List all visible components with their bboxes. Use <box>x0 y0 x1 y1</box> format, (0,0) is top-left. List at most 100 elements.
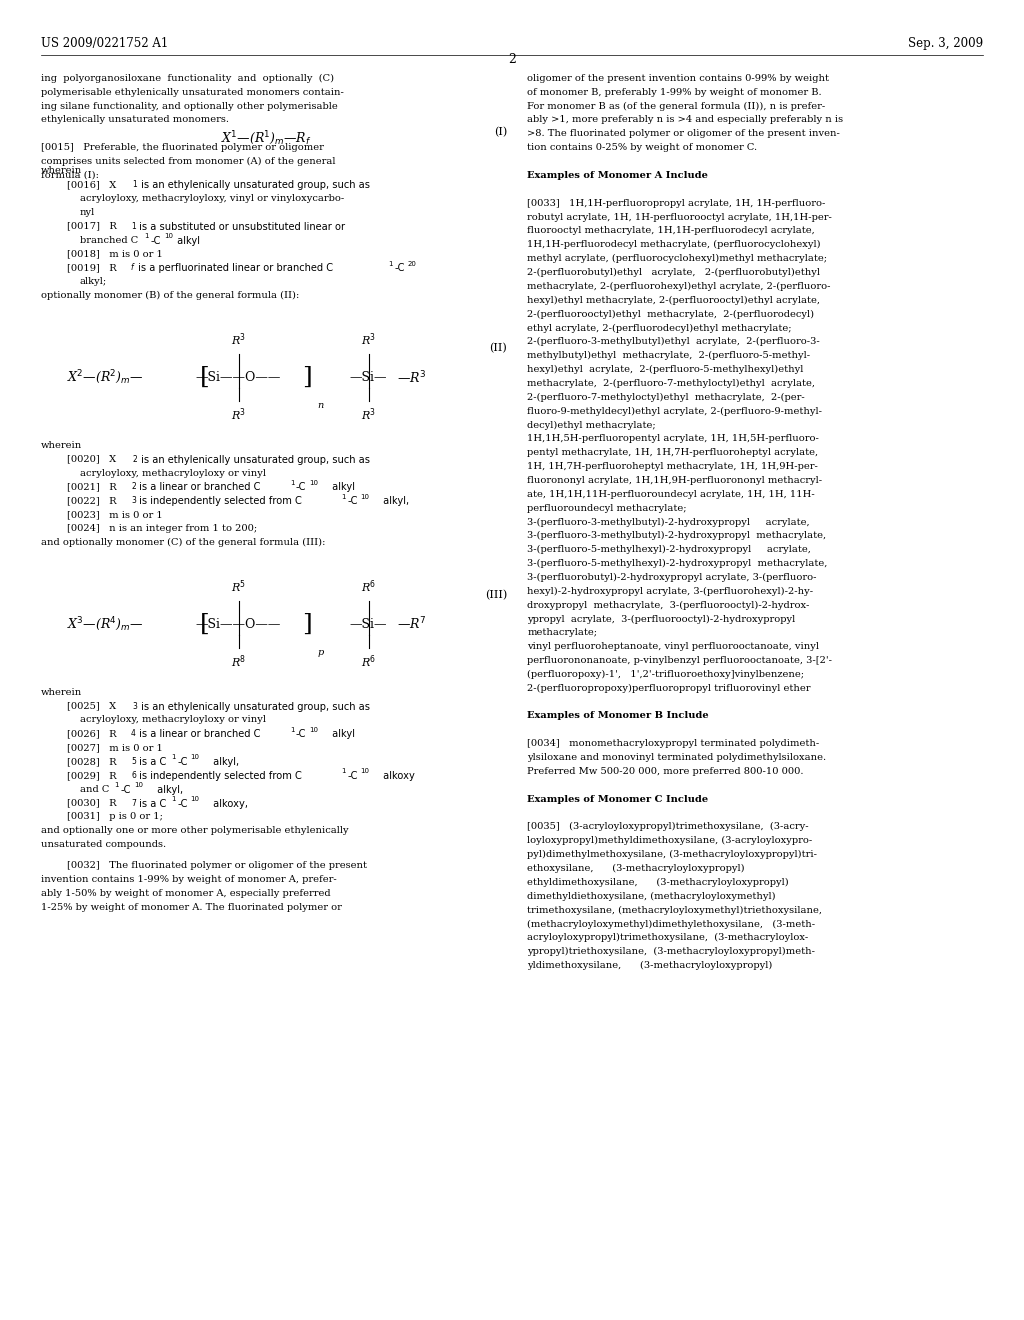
Text: alkyl: alkyl <box>330 482 355 492</box>
Text: robutyl acrylate, 1H, 1H-perfluorooctyl acrylate, 1H,1H-per-: robutyl acrylate, 1H, 1H-perfluorooctyl … <box>527 213 833 222</box>
Text: and optionally monomer (C) of the general formula (III):: and optionally monomer (C) of the genera… <box>41 537 326 546</box>
Text: trimethoxysilane, (methacryloyloxymethyl)triethoxysilane,: trimethoxysilane, (methacryloyloxymethyl… <box>527 906 822 915</box>
Text: R$^6$: R$^6$ <box>361 653 376 671</box>
Text: Examples of Monomer A Include: Examples of Monomer A Include <box>527 172 709 180</box>
Text: wherein: wherein <box>41 688 82 697</box>
Text: decyl)ethyl methacrylate;: decyl)ethyl methacrylate; <box>527 420 656 429</box>
Text: [0029]   R: [0029] R <box>67 771 116 780</box>
Text: is a substituted or unsubstituted linear or: is a substituted or unsubstituted linear… <box>135 222 345 232</box>
Text: [0026]   R: [0026] R <box>67 729 116 738</box>
Text: perfluorononanoate, p-vinylbenzyl perfluorooctanoate, 3-[2'-: perfluorononanoate, p-vinylbenzyl perflu… <box>527 656 833 665</box>
Text: Sep. 3, 2009: Sep. 3, 2009 <box>908 37 983 50</box>
Text: oligomer of the present invention contains 0-99% by weight: oligomer of the present invention contai… <box>527 74 829 83</box>
Text: -C: -C <box>347 496 357 507</box>
Text: 1: 1 <box>133 180 137 189</box>
Text: US 2009/0221752 A1: US 2009/0221752 A1 <box>41 37 168 50</box>
Text: 1H,1H,5H-perfluoropentyl acrylate, 1H, 1H,5H-perfluoro-: 1H,1H,5H-perfluoropentyl acrylate, 1H, 1… <box>527 434 819 444</box>
Text: 2: 2 <box>133 454 137 463</box>
Text: -C: -C <box>151 235 161 246</box>
Text: nyl: nyl <box>80 207 95 216</box>
Text: 10: 10 <box>164 232 173 239</box>
Text: is a C: is a C <box>135 799 166 809</box>
Text: ethoxysilane,      (3-methacryloyloxypropyl): ethoxysilane, (3-methacryloyloxypropyl) <box>527 865 745 873</box>
Text: —Si—: —Si— <box>350 618 387 631</box>
Text: 2-(perfluorooctyl)ethyl  methacrylate,  2-(perfluorodecyl): 2-(perfluorooctyl)ethyl methacrylate, 2-… <box>527 310 814 318</box>
Text: of monomer B, preferably 1-99% by weight of monomer B.: of monomer B, preferably 1-99% by weight… <box>527 87 822 96</box>
Text: 10: 10 <box>309 726 318 733</box>
Text: pentyl methacrylate, 1H, 1H,7H-perfluoroheptyl acrylate,: pentyl methacrylate, 1H, 1H,7H-perfluoro… <box>527 449 818 457</box>
Text: acryloyloxy, methacryloyloxy, vinyl or vinyloxycarbo-: acryloyloxy, methacryloyloxy, vinyl or v… <box>80 194 344 203</box>
Text: 10: 10 <box>360 494 370 500</box>
Text: wherein: wherein <box>41 441 82 450</box>
Text: [0018]   m is 0 or 1: [0018] m is 0 or 1 <box>67 249 163 259</box>
Text: [0030]   R: [0030] R <box>67 799 116 808</box>
Text: ylsiloxane and monovinyl terminated polydimethylsiloxane.: ylsiloxane and monovinyl terminated poly… <box>527 754 826 762</box>
Text: comprises units selected from monomer (A) of the general: comprises units selected from monomer (A… <box>41 157 336 166</box>
Text: 1: 1 <box>171 754 175 760</box>
Text: (I): (I) <box>494 127 507 137</box>
Text: ypropyl)triethoxysilane,  (3-methacryloyloxypropyl)meth-: ypropyl)triethoxysilane, (3-methacryloyl… <box>527 948 815 956</box>
Text: Examples of Monomer C Include: Examples of Monomer C Include <box>527 795 709 804</box>
Text: -C: -C <box>177 799 187 809</box>
Text: methacrylate;: methacrylate; <box>527 628 597 638</box>
Text: [0027]   m is 0 or 1: [0027] m is 0 or 1 <box>67 743 163 752</box>
Text: R$^5$: R$^5$ <box>231 578 246 595</box>
Text: -C: -C <box>296 729 306 739</box>
Text: (III): (III) <box>484 590 507 601</box>
Text: 1H,1H-perfluorodecyl methacrylate, (perfluorocyclohexyl): 1H,1H-perfluorodecyl methacrylate, (perf… <box>527 240 821 249</box>
Text: ]: ] <box>302 366 312 389</box>
Text: R$^8$: R$^8$ <box>231 653 246 671</box>
Text: alkyl: alkyl <box>173 235 200 246</box>
Text: loyloxypropyl)methyldimethoxysilane, (3-acryloyloxypro-: loyloxypropyl)methyldimethoxysilane, (3-… <box>527 837 813 845</box>
Text: 1: 1 <box>341 768 345 775</box>
Text: [: [ <box>200 366 210 389</box>
Text: -C: -C <box>296 482 306 492</box>
Text: 2-(perfluoropropoxy)perfluoropropyl trifluorovinyl ether: 2-(perfluoropropoxy)perfluoropropyl trif… <box>527 684 811 693</box>
Text: 1: 1 <box>341 494 345 500</box>
Text: [0015]   Preferable, the fluorinated polymer or oligomer: [0015] Preferable, the fluorinated polym… <box>41 144 324 152</box>
Text: vinyl perfluoroheptanoate, vinyl perfluorooctanoate, vinyl: vinyl perfluoroheptanoate, vinyl perfluo… <box>527 643 819 651</box>
Text: yldimethoxysilane,      (3-methacryloyloxypropyl): yldimethoxysilane, (3-methacryloyloxypro… <box>527 961 773 970</box>
Text: ably >1, more preferably n is >4 and especially preferably n is: ably >1, more preferably n is >4 and esp… <box>527 116 844 124</box>
Text: ing  polyorganosiloxane  functionality  and  optionally  (C): ing polyorganosiloxane functionality and… <box>41 74 334 83</box>
Text: Examples of Monomer B Include: Examples of Monomer B Include <box>527 711 709 721</box>
Text: methyl acrylate, (perfluorocyclohexyl)methyl methacrylate;: methyl acrylate, (perfluorocyclohexyl)me… <box>527 255 827 263</box>
Text: 3: 3 <box>131 496 136 506</box>
Text: is an ethylenically unsaturated group, such as: is an ethylenically unsaturated group, s… <box>138 454 371 465</box>
Text: n: n <box>317 401 324 411</box>
Text: fluorooctyl methacrylate, 1H,1H-perfluorodecyl acrylate,: fluorooctyl methacrylate, 1H,1H-perfluor… <box>527 227 815 235</box>
Text: 2-(perfluorobutyl)ethyl   acrylate,   2-(perfluorobutyl)ethyl: 2-(perfluorobutyl)ethyl acrylate, 2-(per… <box>527 268 820 277</box>
Text: [0033]   1H,1H-perfluoropropyl acrylate, 1H, 1H-perfluoro-: [0033] 1H,1H-perfluoropropyl acrylate, 1… <box>527 199 825 207</box>
Text: 4: 4 <box>131 729 136 738</box>
Text: branched C: branched C <box>80 235 138 244</box>
Text: >8. The fluorinated polymer or oligomer of the present inven-: >8. The fluorinated polymer or oligomer … <box>527 129 841 139</box>
Text: —R$^3$: —R$^3$ <box>397 370 426 385</box>
Text: —R$^7$: —R$^7$ <box>397 616 426 632</box>
Text: acryloyloxy, methacryloyloxy or vinyl: acryloyloxy, methacryloyloxy or vinyl <box>80 715 266 725</box>
Text: is an ethylenically unsaturated group, such as: is an ethylenically unsaturated group, s… <box>137 180 370 190</box>
Text: 10: 10 <box>134 781 143 788</box>
Text: 2-(perfluoro-3-methylbutyl)ethyl  acrylate,  2-(perfluoro-3-: 2-(perfluoro-3-methylbutyl)ethyl acrylat… <box>527 338 820 346</box>
Text: pyl)dimethylmethoxysilane, (3-methacryloyloxypropyl)tri-: pyl)dimethylmethoxysilane, (3-methacrylo… <box>527 850 817 859</box>
Text: and C: and C <box>80 784 110 793</box>
Text: acryloyloxypropyl)trimethoxysilane,  (3-methacryloylox-: acryloyloxypropyl)trimethoxysilane, (3-m… <box>527 933 809 942</box>
Text: Preferred Mw 500-20 000, more preferred 800-10 000.: Preferred Mw 500-20 000, more preferred … <box>527 767 804 776</box>
Text: is a C: is a C <box>135 756 166 767</box>
Text: is a perfluorinated linear or branched C: is a perfluorinated linear or branched C <box>135 263 333 273</box>
Text: X$^3$—(R$^4$)$_m$—: X$^3$—(R$^4$)$_m$— <box>67 615 143 634</box>
Text: ethylenically unsaturated monomers.: ethylenically unsaturated monomers. <box>41 116 229 124</box>
Text: alkyl,: alkyl, <box>381 496 410 507</box>
Text: 1: 1 <box>171 796 175 803</box>
Text: ing silane functionality, and optionally other polymerisable: ing silane functionality, and optionally… <box>41 102 338 111</box>
Text: polymerisable ethylenically unsaturated monomers contain-: polymerisable ethylenically unsaturated … <box>41 87 344 96</box>
Text: X$^1$—(R$^1$)$_m$—R$_f$: X$^1$—(R$^1$)$_m$—R$_f$ <box>221 129 311 148</box>
Text: 10: 10 <box>190 754 200 760</box>
Text: ypropyl  acrylate,  3-(perfluorooctyl)-2-hydroxypropyl: ypropyl acrylate, 3-(perfluorooctyl)-2-h… <box>527 615 796 623</box>
Text: 3-(perfluoro-5-methylhexyl)-2-hydroxypropyl  methacrylate,: 3-(perfluoro-5-methylhexyl)-2-hydroxypro… <box>527 560 827 568</box>
Text: [0031]   p is 0 or 1;: [0031] p is 0 or 1; <box>67 812 163 821</box>
Text: is an ethylenically unsaturated group, such as: is an ethylenically unsaturated group, s… <box>138 701 371 711</box>
Text: methacrylate, 2-(perfluorohexyl)ethyl acrylate, 2-(perfluoro-: methacrylate, 2-(perfluorohexyl)ethyl ac… <box>527 281 830 290</box>
Text: 1H, 1H,7H-perfluoroheptyl methacrylate, 1H, 1H,9H-per-: 1H, 1H,7H-perfluoroheptyl methacrylate, … <box>527 462 818 471</box>
Text: [0023]   m is 0 or 1: [0023] m is 0 or 1 <box>67 510 163 519</box>
Text: [0020]   X: [0020] X <box>67 454 116 463</box>
